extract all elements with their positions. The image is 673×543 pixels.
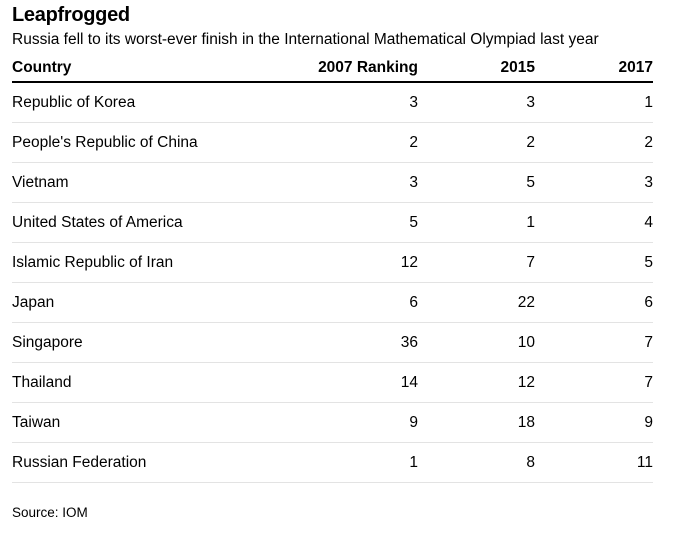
table-header: Country 2007 Ranking 2015 2017 — [12, 55, 653, 83]
table-row: Republic of Korea 3 3 1 — [12, 82, 653, 123]
column-header: 2015 — [418, 55, 535, 83]
table-row: Thailand 14 12 7 — [12, 362, 653, 403]
table-body: Republic of Korea 3 3 1 People's Republic of… — [12, 82, 653, 483]
country-cell: Singapore — [12, 322, 272, 363]
country-cell: Thailand — [12, 362, 272, 403]
rank-cell: 2 — [418, 122, 535, 163]
country-cell: Russian Federation — [12, 442, 272, 483]
rank-cell: 5 — [272, 202, 418, 243]
country-cell: Japan — [12, 282, 272, 323]
header-row: Country 2007 Ranking 2015 2017 — [12, 55, 653, 83]
rank-cell: 3 — [272, 82, 418, 123]
rank-cell: 1 — [272, 442, 418, 483]
chart-subtitle: Russia fell to its worst-ever finish in … — [12, 31, 599, 48]
ranking-table: Country 2007 Ranking 2015 2017 Republic of … — [12, 55, 653, 483]
table-row: Taiwan 9 18 9 — [12, 402, 653, 443]
rank-cell: 6 — [535, 282, 653, 323]
country-cell: People's Republic of China — [12, 122, 272, 163]
table-row: Russian Federation 1 8 11 — [12, 442, 653, 483]
table-row: Singapore 36 10 7 — [12, 322, 653, 363]
table-row: Vietnam 3 5 3 — [12, 162, 653, 203]
country-cell: Taiwan — [12, 402, 272, 443]
rank-cell: 3 — [418, 82, 535, 123]
column-header: 2007 Ranking — [272, 55, 418, 83]
rank-cell: 7 — [535, 362, 653, 403]
rank-cell: 9 — [535, 402, 653, 443]
rank-cell: 5 — [418, 162, 535, 203]
chart-title: Leapfrogged — [12, 4, 130, 26]
rank-cell: 3 — [272, 162, 418, 203]
rank-cell: 11 — [535, 442, 653, 483]
rank-cell: 18 — [418, 402, 535, 443]
rank-cell: 1 — [418, 202, 535, 243]
rank-cell: 2 — [272, 122, 418, 163]
table-row: United States of America 5 1 4 — [12, 202, 653, 243]
rank-cell: 2 — [535, 122, 653, 163]
rank-cell: 22 — [418, 282, 535, 323]
rank-cell: 7 — [418, 242, 535, 283]
rank-cell: 4 — [535, 202, 653, 243]
rank-cell: 6 — [272, 282, 418, 323]
rank-cell: 3 — [535, 162, 653, 203]
country-cell: Republic of Korea — [12, 82, 272, 123]
rank-cell: 9 — [272, 402, 418, 443]
country-cell: Vietnam — [12, 162, 272, 203]
table-row: Islamic Republic of Iran 12 7 5 — [12, 242, 653, 283]
rank-cell: 14 — [272, 362, 418, 403]
chart-container: Leapfrogged Russia fell to its worst-eve… — [12, 0, 653, 520]
rank-cell: 7 — [535, 322, 653, 363]
rank-cell: 5 — [535, 242, 653, 283]
rank-cell: 12 — [418, 362, 535, 403]
source-note: Source: IOM — [12, 505, 88, 520]
rank-cell: 12 — [272, 242, 418, 283]
rank-cell: 8 — [418, 442, 535, 483]
rank-cell: 1 — [535, 82, 653, 123]
table-row: People's Republic of China 2 2 2 — [12, 122, 653, 163]
column-header: 2017 — [535, 55, 653, 83]
country-cell: Islamic Republic of Iran — [12, 242, 272, 283]
table-row: Japan 6 22 6 — [12, 282, 653, 323]
rank-cell: 36 — [272, 322, 418, 363]
rank-cell: 10 — [418, 322, 535, 363]
country-cell: United States of America — [12, 202, 272, 243]
column-header: Country — [12, 55, 272, 83]
